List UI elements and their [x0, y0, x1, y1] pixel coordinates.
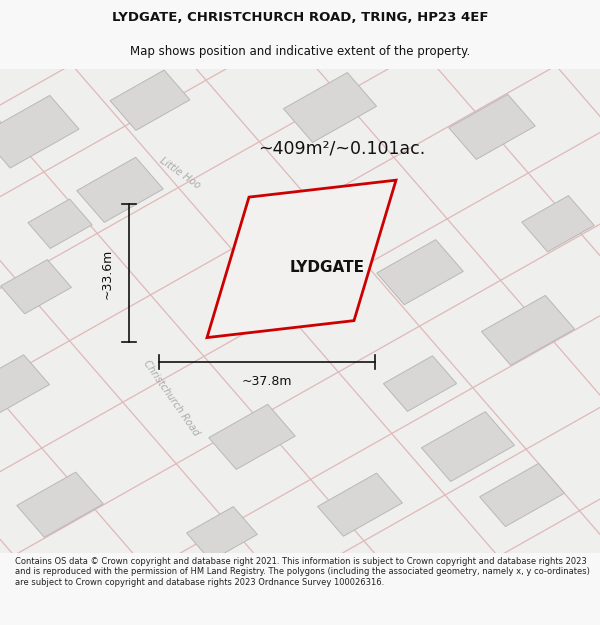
- Text: LYDGATE: LYDGATE: [290, 260, 365, 275]
- Text: Contains OS data © Crown copyright and database right 2021. This information is : Contains OS data © Crown copyright and d…: [15, 557, 590, 586]
- Polygon shape: [207, 180, 396, 338]
- Polygon shape: [1, 259, 71, 314]
- Polygon shape: [449, 94, 535, 159]
- Polygon shape: [522, 196, 594, 252]
- Text: Christchurch Road: Christchurch Road: [141, 359, 201, 438]
- Polygon shape: [421, 412, 515, 481]
- Polygon shape: [479, 464, 565, 526]
- Polygon shape: [110, 70, 190, 131]
- Polygon shape: [0, 355, 49, 412]
- Polygon shape: [317, 473, 403, 536]
- Polygon shape: [377, 239, 463, 305]
- Text: LYDGATE, CHRISTCHURCH ROAD, TRING, HP23 4EF: LYDGATE, CHRISTCHURCH ROAD, TRING, HP23 …: [112, 11, 488, 24]
- Polygon shape: [383, 356, 457, 411]
- Polygon shape: [283, 72, 377, 142]
- Polygon shape: [481, 296, 575, 365]
- Text: ~409m²/~0.101ac.: ~409m²/~0.101ac.: [259, 139, 425, 158]
- Polygon shape: [187, 507, 257, 561]
- Text: ~37.8m: ~37.8m: [242, 376, 292, 388]
- Text: ~33.6m: ~33.6m: [101, 248, 114, 299]
- Polygon shape: [28, 199, 92, 249]
- Text: Map shows position and indicative extent of the property.: Map shows position and indicative extent…: [130, 45, 470, 58]
- Polygon shape: [77, 158, 163, 222]
- Polygon shape: [0, 96, 79, 168]
- Polygon shape: [17, 472, 103, 538]
- Text: Little Hoo: Little Hoo: [158, 155, 202, 191]
- Polygon shape: [209, 404, 295, 469]
- Polygon shape: [253, 203, 347, 273]
